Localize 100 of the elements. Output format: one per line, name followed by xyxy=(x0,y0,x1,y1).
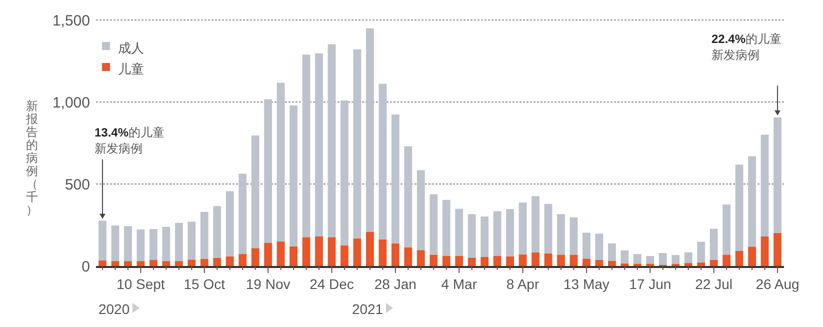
bar xyxy=(722,254,731,266)
bar xyxy=(391,243,400,266)
bar xyxy=(353,238,362,266)
y-tick-label: 0 xyxy=(82,258,90,276)
bar xyxy=(174,261,183,266)
bar xyxy=(416,250,425,266)
bar xyxy=(264,99,272,243)
bar xyxy=(200,212,208,259)
bar xyxy=(315,236,323,266)
bar xyxy=(595,260,604,266)
bar xyxy=(518,202,527,254)
bar xyxy=(430,194,438,255)
bar xyxy=(188,222,196,260)
annotation: 新发病例 xyxy=(94,141,142,156)
bar xyxy=(430,254,438,266)
bar xyxy=(213,258,222,266)
bar xyxy=(442,256,450,266)
bar xyxy=(557,214,565,255)
legend-label: 儿童 xyxy=(118,62,144,77)
bar xyxy=(366,28,374,232)
bar xyxy=(188,260,196,266)
bar xyxy=(98,220,106,260)
bar xyxy=(366,232,374,266)
x-tick-label: 19 Nov xyxy=(246,276,290,292)
bar xyxy=(620,250,629,264)
bar xyxy=(162,226,170,262)
bar xyxy=(98,260,106,266)
bar xyxy=(455,208,464,256)
bar xyxy=(315,53,323,236)
y-tick-label: 500 xyxy=(64,176,90,194)
x-tick-label: 4 Mar xyxy=(441,276,478,292)
x-tick-label: 22 Jul xyxy=(695,276,733,292)
bar xyxy=(302,54,310,238)
legend-label: 成人 xyxy=(118,40,144,56)
bar xyxy=(378,239,387,266)
bar xyxy=(544,253,552,266)
bar xyxy=(200,258,208,266)
bar xyxy=(582,232,590,259)
bar xyxy=(264,242,272,266)
bar xyxy=(290,105,298,246)
bar xyxy=(468,214,476,258)
bar xyxy=(455,256,464,266)
bar xyxy=(290,246,298,266)
bar xyxy=(238,254,247,266)
bar xyxy=(774,117,782,234)
bar xyxy=(570,217,578,255)
bar xyxy=(276,241,285,266)
x-tick-label: 17 Jun xyxy=(629,276,672,292)
bar xyxy=(570,254,578,266)
x-tick-label: 24 Dec xyxy=(310,276,354,292)
bar xyxy=(608,243,616,261)
bar xyxy=(506,256,514,266)
bar xyxy=(518,254,527,266)
bar xyxy=(760,236,769,266)
text: 2021 xyxy=(352,301,384,317)
bar xyxy=(340,100,348,246)
bar xyxy=(111,261,120,266)
bar xyxy=(710,260,718,266)
bar xyxy=(124,261,132,266)
bar xyxy=(697,262,706,266)
bar xyxy=(658,253,667,265)
x-tick-label: 13 May xyxy=(564,276,610,292)
bar xyxy=(735,164,744,251)
bar xyxy=(760,134,769,236)
x-tick-label: 28 Jan xyxy=(374,276,416,292)
bar xyxy=(416,170,425,250)
bar xyxy=(238,174,247,254)
bar xyxy=(748,156,756,247)
bar xyxy=(226,191,234,256)
y-tick-label: 1,500 xyxy=(52,12,90,30)
bar xyxy=(480,256,489,266)
x-tick-label: 26 Aug xyxy=(756,276,800,292)
bar xyxy=(468,258,476,266)
bar xyxy=(136,229,145,262)
annotation: 22.4%的儿童 xyxy=(712,32,782,46)
text: 新报告的病例（千） xyxy=(26,99,38,217)
bar xyxy=(226,256,234,266)
bar xyxy=(582,258,590,266)
bar xyxy=(124,226,132,262)
bar xyxy=(162,261,170,266)
annotation: 新发病例 xyxy=(712,48,760,62)
bar xyxy=(493,211,502,256)
bar xyxy=(276,82,285,242)
bar xyxy=(328,237,336,266)
text: 2020 xyxy=(98,301,130,317)
bar xyxy=(646,256,654,264)
bar xyxy=(506,209,514,256)
bar xyxy=(149,260,158,266)
bar xyxy=(111,225,120,262)
bar xyxy=(620,263,629,266)
bar xyxy=(353,49,362,238)
bar xyxy=(149,229,158,260)
bar xyxy=(710,228,718,260)
x-tick-label: 8 Apr xyxy=(506,276,540,292)
bar xyxy=(684,252,692,264)
annotation: 13.4%的儿童 xyxy=(94,125,165,140)
bar xyxy=(213,206,222,258)
bar xyxy=(480,216,489,257)
bar xyxy=(532,196,540,252)
bar xyxy=(391,114,400,244)
